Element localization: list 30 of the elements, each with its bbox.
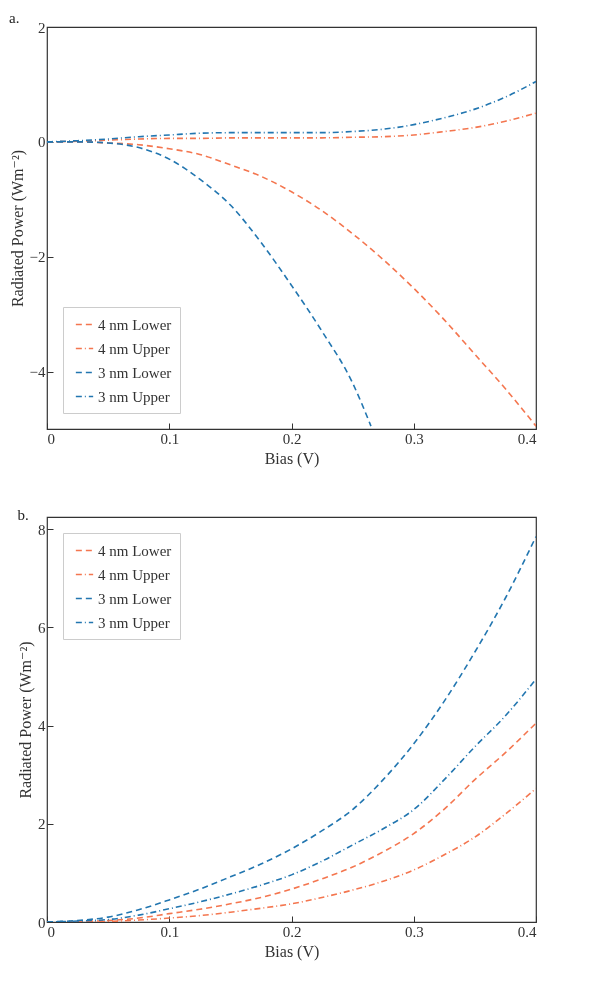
legend-label: 3 nm Upper bbox=[98, 614, 170, 631]
y-axis-title: Radiated Power (Wm⁻²) bbox=[17, 641, 35, 799]
y-tick-label: 8 bbox=[38, 521, 46, 538]
x-axis-title: Bias (V) bbox=[264, 942, 320, 961]
x-tick-label: 0.1 bbox=[160, 923, 180, 940]
y-tick-label: −2 bbox=[29, 249, 46, 266]
chart-title: b. bbox=[17, 507, 29, 523]
legend-label: 4 nm Lower bbox=[98, 316, 172, 333]
x-tick-label: 0.2 bbox=[282, 923, 302, 940]
legend-label: 3 nm Lower bbox=[98, 364, 172, 381]
y-tick-label: 6 bbox=[38, 619, 46, 636]
x-tick-label: 0.3 bbox=[404, 430, 424, 447]
legend-label: 4 nm Upper bbox=[98, 340, 170, 357]
x-axis-title: Bias (V) bbox=[264, 449, 320, 468]
y-tick-label: 0 bbox=[38, 134, 46, 151]
x-tick-label: 0.2 bbox=[282, 430, 302, 447]
legend-label: 3 nm Lower bbox=[98, 590, 172, 607]
chart-title: a. bbox=[9, 10, 20, 26]
legend-label: 4 nm Upper bbox=[98, 566, 170, 583]
y-axis-title: Radiated Power (Wm⁻²) bbox=[8, 149, 27, 308]
x-tick-label: 0.3 bbox=[404, 923, 424, 940]
x-tick-label: 0.4 bbox=[517, 923, 537, 940]
x-tick-label: 0.4 bbox=[517, 430, 537, 447]
y-tick-label: −4 bbox=[29, 364, 46, 381]
y-tick-label: 2 bbox=[38, 816, 46, 833]
y-tick-label: 2 bbox=[38, 19, 46, 36]
legend-label: 3 nm Upper bbox=[98, 388, 170, 405]
y-tick-label: 4 bbox=[38, 718, 46, 735]
legend-label: 4 nm Lower bbox=[98, 542, 172, 559]
x-tick-label: 0.1 bbox=[160, 430, 180, 447]
